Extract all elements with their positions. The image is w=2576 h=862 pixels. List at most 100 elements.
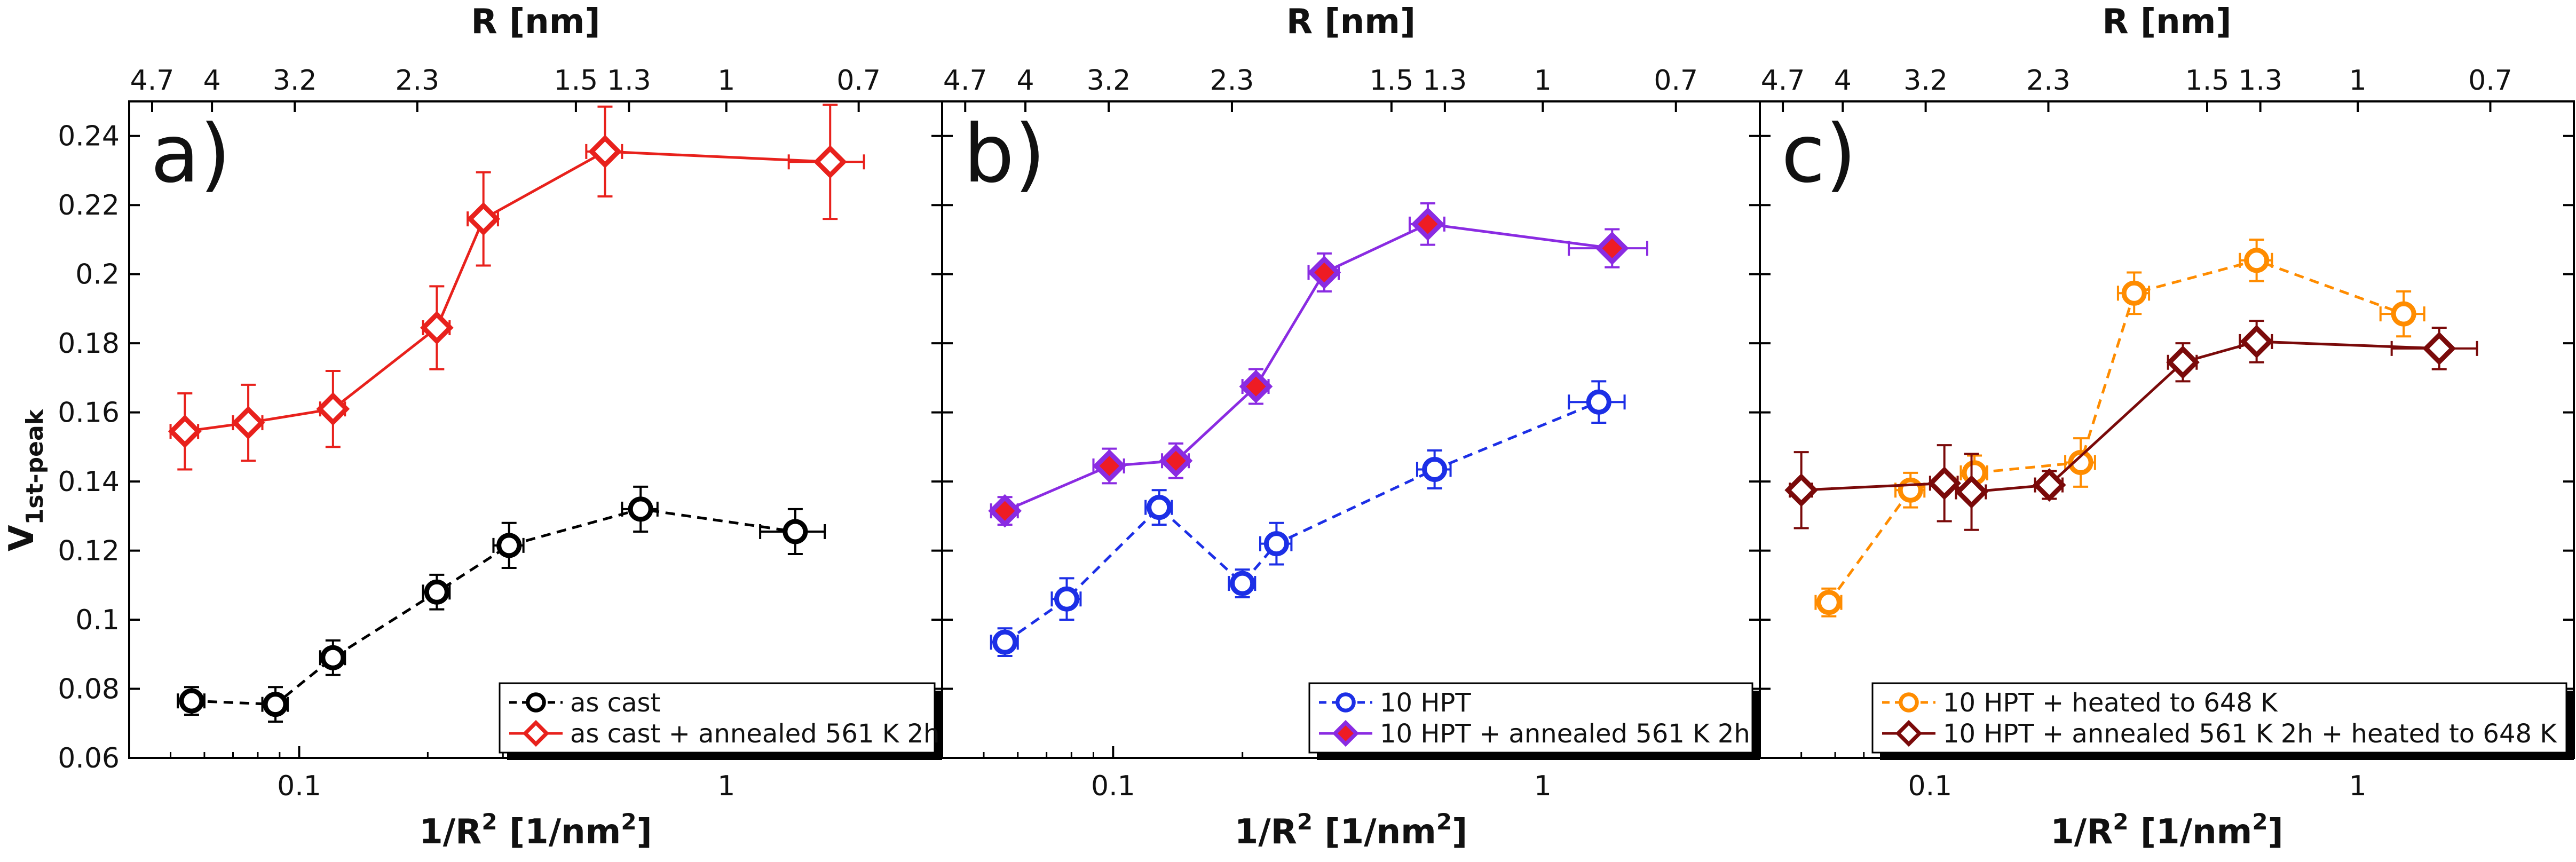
data-point <box>424 579 449 605</box>
data-point <box>1927 466 1962 500</box>
top-axis-title: R [nm] <box>1286 2 1416 42</box>
data-point <box>1263 531 1289 557</box>
data-point <box>1595 231 1629 265</box>
panel-letter: b) <box>963 108 1046 201</box>
data-point <box>1054 586 1079 612</box>
data-point <box>588 135 622 169</box>
top-tick-label: 1.3 <box>607 65 651 97</box>
top-tick-label: 4 <box>1016 65 1034 97</box>
legend-marker <box>522 719 550 747</box>
data-point <box>420 311 454 345</box>
panel-3: 0.1 14.7 4 3.2 2.3 1.5 1.3 1 0.7R [nm]1/R2 [1/nm… <box>1759 2 2575 852</box>
legend-item: as cast + annealed 561 K 2h <box>509 719 939 749</box>
x-axis-title-unit: [1/nm <box>497 812 621 852</box>
legend-box <box>1308 682 1753 754</box>
y-ticks <box>942 135 1760 759</box>
data-point <box>1586 389 1611 415</box>
legend-label: 10 HPT + heated to 648 K <box>1943 688 2278 718</box>
x-axis-title-unit: [1/nm <box>2129 812 2253 852</box>
top-r-ticks: 4.7 4 3.2 2.3 1.5 1.3 1 0.7 <box>1761 65 2512 112</box>
top-tick-label: 0.7 <box>836 65 881 97</box>
data-point <box>2166 345 2200 379</box>
x-axis-title-unit-sup: 2 <box>621 809 636 835</box>
data-point <box>1230 571 1255 596</box>
x-axis-title-unit-sup: 2 <box>2252 809 2267 835</box>
data-point <box>1411 207 1445 241</box>
top-r-ticks: 4.7 4 3.2 2.3 1.5 1.3 1 0.7 <box>130 65 881 112</box>
top-tick-label: 2.3 <box>1210 65 1254 97</box>
data-point <box>2121 280 2147 306</box>
legend-label: 10 HPT + annealed 561 K 2h <box>1380 719 1750 749</box>
x-axis-title: 1/R2 [1/nm2] <box>2050 809 2283 852</box>
x-axis-title-main: 1/R <box>2050 812 2113 852</box>
data-point <box>1898 477 1923 503</box>
x-axis-title-sup: 2 <box>481 809 497 835</box>
x-axis-title: 1/R2 [1/nm2] <box>419 809 652 852</box>
panels: 0.060.080.10.120.140.160.180.20.220.240.… <box>58 2 2575 852</box>
plot-frame <box>941 100 1761 759</box>
top-tick-label: 4.7 <box>943 65 987 97</box>
top-tick-label: 1 <box>1534 65 1552 97</box>
data-point <box>496 533 522 558</box>
data-point <box>320 645 346 670</box>
panel-1: 0.060.080.10.120.140.160.180.20.220.240.… <box>58 2 943 852</box>
top-tick-label: 1 <box>2349 65 2367 97</box>
data-point <box>813 145 847 179</box>
top-tick-label: 3.2 <box>1903 65 1948 97</box>
data-point <box>1239 369 1273 404</box>
y-tick-label: 0.06 <box>58 742 120 774</box>
data-point <box>988 494 1022 528</box>
data-point <box>1159 444 1193 478</box>
y-axis-title: V1st-peak <box>2 408 49 551</box>
data-point <box>1895 719 1923 747</box>
legend-box <box>1871 682 2567 754</box>
top-tick-label: 1.3 <box>2238 65 2282 97</box>
data-point <box>1307 256 1341 289</box>
data-point <box>263 692 288 717</box>
top-tick-label: 1.5 <box>1369 65 1413 97</box>
top-axis-title: R [nm] <box>2102 2 2231 42</box>
y-ticks <box>1760 135 2574 759</box>
series-2 <box>988 202 1648 528</box>
data-point <box>2422 331 2456 366</box>
legend-label: as cast <box>570 688 660 718</box>
top-tick-label: 1.5 <box>554 65 598 97</box>
data-point <box>992 629 1018 655</box>
y-tick-label: 0.18 <box>58 328 120 360</box>
svg-text:V1st-peak: V1st-peak <box>2 408 49 551</box>
top-tick-label: 0.7 <box>2468 65 2512 97</box>
y-tick-label: 0.12 <box>58 535 120 567</box>
top-tick-label: 4.7 <box>130 65 175 97</box>
y-tick-label: 0.14 <box>58 466 120 498</box>
x-ticks: 0.1 1 <box>1800 746 2563 802</box>
y-tick-label: 0.16 <box>58 397 120 429</box>
top-tick-label: 4 <box>1834 65 1852 97</box>
data-point <box>1422 456 1448 482</box>
data-point <box>179 688 204 714</box>
y-tick-label: 0.22 <box>58 189 120 222</box>
legend-marker <box>1336 692 1356 713</box>
x-axis-title-unit-end: ] <box>637 812 652 852</box>
series-1 <box>177 485 826 723</box>
legend-item: as cast <box>509 688 660 718</box>
legend-marker <box>526 692 546 713</box>
panel-letter: c) <box>1781 108 1856 201</box>
data-point <box>1336 692 1356 713</box>
legend: 10 HPT + heated to 648 K10 HPT + anneale… <box>1871 682 2574 760</box>
x-axis-title-sup: 2 <box>1297 809 1313 835</box>
legend-item: 10 HPT <box>1319 688 1471 718</box>
data-point <box>1147 495 1172 520</box>
top-tick-label: 1.3 <box>1423 65 1467 97</box>
series-line <box>1801 340 2439 494</box>
x-tick-label: 0.1 <box>1908 770 1953 802</box>
panel-letter: a) <box>151 108 231 201</box>
x-axis-title-sup: 2 <box>2113 809 2128 835</box>
data-point <box>1955 475 1988 509</box>
top-tick-label: 1 <box>717 65 735 97</box>
y-ticks: 0.06 0.08 0.1 0.12 0.14 0.16 0.18 0.2 0.22 0.24 <box>58 121 942 774</box>
data-point <box>1784 473 1819 507</box>
x-axis-title-unit-end: ] <box>2268 812 2283 852</box>
top-tick-label: 4.7 <box>1761 65 1805 97</box>
